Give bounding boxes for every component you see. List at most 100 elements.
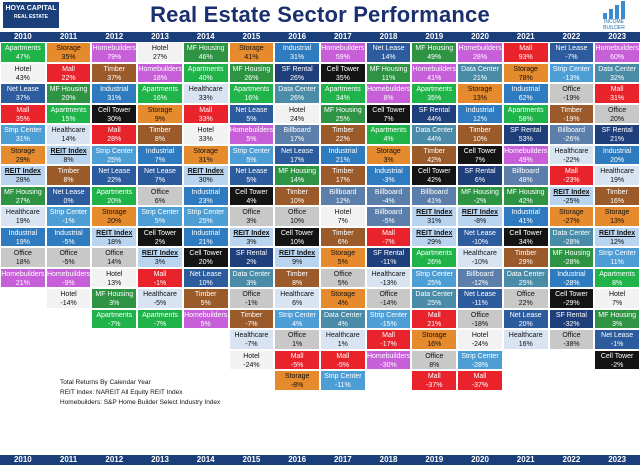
sector-return: 14% <box>107 259 122 266</box>
sector-return: 40% <box>198 74 213 82</box>
sector-cell: Strip Center 25% <box>182 206 229 227</box>
sector-name: REIT Index <box>416 229 453 237</box>
footnotes: Total Returns By Calendar Year REIT Inde… <box>60 378 240 408</box>
sector-cell: REIT Index -8% <box>457 206 503 227</box>
sector-cell: Mall 31% <box>594 83 640 104</box>
year-label-2010: 2010 <box>13 455 32 464</box>
sector-cell: Net Lease 5% <box>228 165 275 186</box>
sector-return: 6% <box>154 197 166 205</box>
sector-name: REIT Index <box>233 229 270 237</box>
sector-return: 31% <box>107 95 122 102</box>
sector-return: -7% <box>382 238 395 246</box>
sector-cell: MF Housing 14% <box>274 165 320 186</box>
sector-return: 42% <box>427 177 442 184</box>
sector-return: -7% <box>245 320 258 328</box>
sector-return: 16% <box>152 95 167 102</box>
sector-cell: Net Lease 17% <box>274 144 320 165</box>
sector-name: Healthcare <box>554 147 589 155</box>
sector-cell: Homebuilders 49% <box>502 144 549 165</box>
sector-return: 5% <box>246 136 257 143</box>
sector-name: MF Housing <box>552 250 591 257</box>
sector-cell: Hotel 33% <box>182 124 229 145</box>
sector-cell: Hotel 43% <box>0 62 46 83</box>
sector-return: 26% <box>244 74 259 82</box>
sector-name: Homebuilders <box>595 45 639 52</box>
sector-return: 4% <box>337 320 348 328</box>
sector-return: 22% <box>518 300 533 307</box>
sector-name: Cell Tower <box>600 352 634 360</box>
sector-cell: Billboard -5% <box>365 206 412 227</box>
sector-cell: Apartments 15% <box>45 103 92 124</box>
sector-return: -37% <box>471 382 489 389</box>
sector-cell: Net Lease 10% <box>182 267 229 288</box>
sector-name: Strip Center <box>552 65 591 73</box>
sector-cell: Storage 9% <box>137 103 183 124</box>
sector-return: 20% <box>610 115 625 123</box>
sector-cell: SF Rental 6% <box>457 165 503 186</box>
sector-name: Cell Tower <box>372 106 405 114</box>
sector-return: 48% <box>518 177 533 184</box>
sector-cell: Timber 16% <box>594 185 640 206</box>
sector-name: Hotel <box>471 332 489 339</box>
header: HOYA CAPITAL REAL ESTATE Real Estate Sec… <box>0 0 640 32</box>
sector-cell: Homebuilders 60% <box>594 42 640 63</box>
sector-cell: MF Housing 27% <box>0 185 46 206</box>
sector-name: Healthcare <box>5 209 40 216</box>
sector-return: 6% <box>474 177 486 184</box>
year-label-2011: 2011 <box>59 455 78 464</box>
sector-name: Net Lease <box>555 45 588 52</box>
sector-name: Net Lease <box>372 45 405 52</box>
sector-cell: Billboard 12% <box>320 185 366 206</box>
sector-return: 6% <box>292 300 303 307</box>
sector-cell: Office 22% <box>502 288 549 309</box>
sector-cell: Billboard 41% <box>411 185 458 206</box>
sector-cell: Storage 13% <box>594 206 640 227</box>
sector-name: Apartments <box>96 311 133 319</box>
sector-cell: Office 8% <box>411 349 458 370</box>
sector-return: 14% <box>381 54 396 61</box>
sector-return: 29% <box>518 259 533 266</box>
sector-name: SF Rental <box>510 127 542 134</box>
sector-cell: Apartments 20% <box>91 185 138 206</box>
year-label-2010: 2010 <box>13 32 32 41</box>
sector-cell: Cell Tower 20% <box>182 247 229 268</box>
sector-return: 20% <box>198 259 213 266</box>
sector-cell: MF Housing -28% <box>548 247 595 268</box>
sector-cell: Timber -19% <box>548 103 595 124</box>
sector-cell: Data Center 4% <box>320 308 366 329</box>
sector-name: Apartments <box>233 86 270 93</box>
footnote-3: Homebuilders: S&P Home Builder Select In… <box>60 399 221 406</box>
sector-cell: Storage 35% <box>45 42 92 63</box>
sector-return: 34% <box>518 238 533 246</box>
sector-cell: Industrial 19% <box>0 226 46 247</box>
sector-name: Industrial <box>282 45 312 52</box>
sector-name: REIT Index <box>416 209 453 216</box>
sector-name: Homebuilders <box>92 45 136 52</box>
sector-name: Apartments <box>142 86 178 93</box>
sector-cell: Mall -7% <box>365 226 412 247</box>
sector-return: 31% <box>15 136 30 143</box>
sector-cell: REIT Index 29% <box>411 226 458 247</box>
sector-return: -29% <box>563 300 580 307</box>
sector-cell: Office -1% <box>228 288 275 309</box>
sector-cell: Storage 29% <box>0 144 46 165</box>
sector-cell: Cell Tower 7% <box>365 103 412 124</box>
sector-name: Timber <box>332 168 354 175</box>
sector-name: Homebuilders <box>1 270 45 278</box>
sector-name: Office <box>425 352 444 360</box>
sector-cell: Industrial 31% <box>274 42 320 63</box>
sector-name: Timber <box>240 311 263 319</box>
sector-cell: Mall 28% <box>91 124 138 145</box>
sector-return: 3% <box>109 300 120 307</box>
sector-cell: Office -14% <box>365 288 412 309</box>
sector-return: -14% <box>380 300 397 307</box>
sector-cell: Hotel -24% <box>228 349 275 370</box>
sector-name: Industrial <box>374 168 403 175</box>
sector-cell: Homebuilders -9% <box>45 267 92 288</box>
sector-return: 17% <box>335 177 350 184</box>
sector-name: Mall <box>290 352 304 360</box>
sector-name: Industrial <box>8 229 38 237</box>
footnote-1: Total Returns By Calendar Year <box>60 379 151 386</box>
sector-name: Homebuilders <box>366 86 411 93</box>
sector-cell: Mall -1% <box>137 267 183 288</box>
